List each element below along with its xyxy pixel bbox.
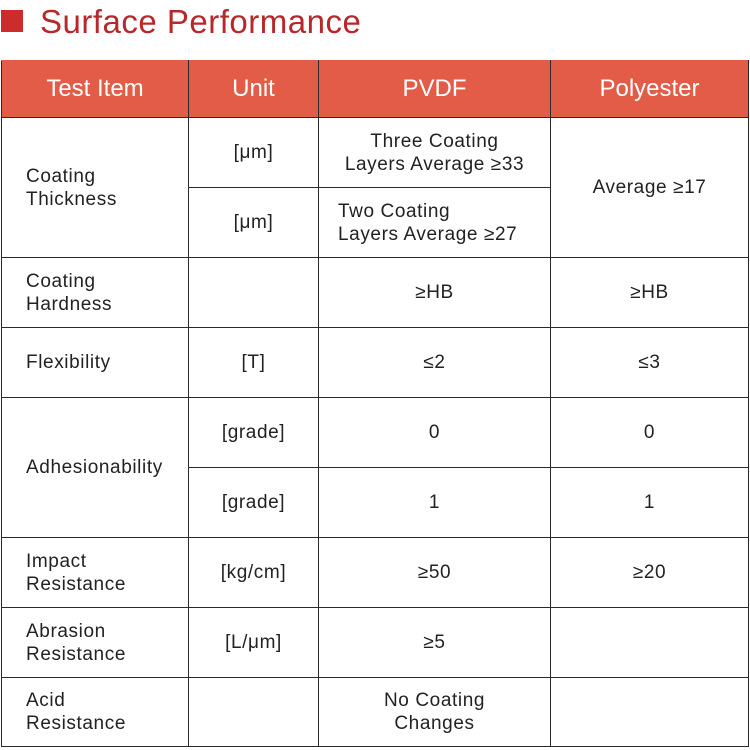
cell-unit: [grade]: [188, 397, 319, 468]
cell-polyester: Average ≥17: [550, 117, 749, 258]
table-row-coating-thickness-2: [μm] Two Coating Layers Average ≥27: [2, 187, 749, 258]
table-row-abrasion-resistance: Abrasion Resistance [L/μm] ≥5: [1, 607, 749, 678]
cell-unit: [kg/cm]: [188, 537, 319, 608]
cell-item-coating-hardness: Coating Hardness: [1, 257, 189, 328]
cell-unit: [μm]: [188, 187, 319, 258]
cell-pvdf: ≥5: [318, 607, 551, 678]
header-pvdf: PVDF: [318, 60, 551, 118]
cell-polyester: ≥20: [550, 537, 749, 608]
table-row-adhesionability-1: Adhesionability [grade] 0 0: [1, 397, 749, 538]
cell-item-impact-resistance: Impact Resistance: [1, 537, 189, 608]
cell-pvdf: Three Coating Layers Average ≥33: [318, 117, 551, 188]
cell-pvdf: ≥50: [318, 537, 551, 608]
cell-item-abrasion-resistance: Abrasion Resistance: [1, 607, 189, 678]
cell-unit: [L/μm]: [188, 607, 319, 678]
cell-pvdf: 1: [318, 467, 551, 538]
page-title: Surface Performance: [40, 3, 362, 40]
table-row-acid-resistance: Acid Resistance No Coating Changes: [1, 677, 749, 747]
table-row-impact-resistance: Impact Resistance [kg/cm] ≥50 ≥20: [1, 537, 749, 608]
table-row-coating-hardness: Coating Hardness ≥HB ≥HB: [1, 257, 749, 328]
cell-pvdf: Two Coating Layers Average ≥27: [318, 187, 551, 258]
table-row-adhesionability-2: [grade] 1 1: [2, 467, 749, 538]
cell-polyester: [550, 607, 749, 678]
title-square-icon: [1, 10, 23, 32]
header-polyester: Polyester: [550, 60, 749, 118]
table-row-flexibility: Flexibility [T] ≤2 ≤3: [1, 327, 749, 398]
cell-pvdf: No Coating Changes: [318, 677, 551, 747]
cell-polyester: ≤3: [550, 327, 749, 398]
cell-unit: [188, 677, 319, 747]
table-row-coating-thickness-1: Coating Thickness [μm] Three Coating Layer…: [1, 117, 749, 258]
header-test-item: Test Item: [1, 60, 189, 118]
cell-item-flexibility: Flexibility: [1, 327, 189, 398]
cell-pvdf: 0: [318, 397, 551, 468]
cell-item-coating-thickness: Coating Thickness: [1, 117, 189, 258]
table-header-row: Test Item Unit PVDF Polyester: [1, 60, 749, 118]
title-bar: Surface Performance: [0, 0, 750, 50]
cell-pvdf: ≤2: [318, 327, 551, 398]
cell-unit: [grade]: [188, 467, 319, 538]
cell-pvdf: ≥HB: [318, 257, 551, 328]
header-unit: Unit: [188, 60, 319, 118]
cell-polyester: 0: [550, 397, 749, 468]
cell-unit: [188, 257, 319, 328]
cell-polyester: ≥HB: [550, 257, 749, 328]
cell-item-adhesionability: Adhesionability: [1, 397, 189, 538]
cell-polyester: [550, 677, 749, 747]
surface-performance-table: Test Item Unit PVDF Polyester Coating Thi…: [1, 60, 749, 747]
cell-polyester: 1: [550, 467, 749, 538]
cell-item-acid-resistance: Acid Resistance: [1, 677, 189, 747]
cell-unit: [μm]: [188, 117, 319, 188]
cell-unit: [T]: [188, 327, 319, 398]
